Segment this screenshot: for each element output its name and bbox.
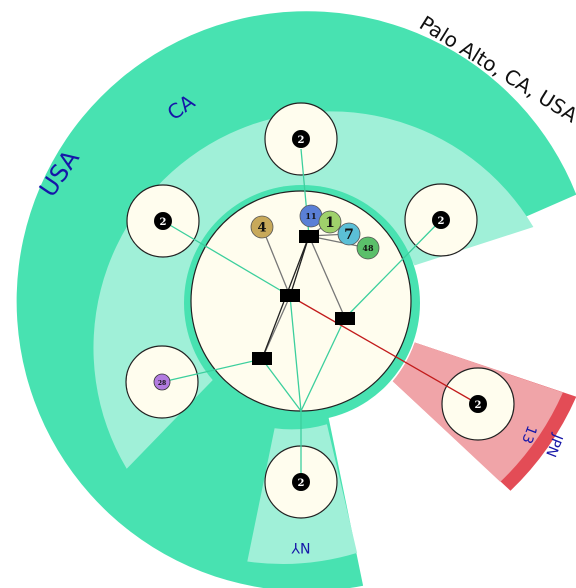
pod-count-label: 28 — [158, 380, 166, 387]
pod-count-label: 2 — [475, 400, 482, 411]
link — [344, 219, 442, 319]
region-label-ny: NY — [291, 539, 310, 555]
pod-count-bottom: 2 — [292, 473, 310, 491]
link — [289, 295, 302, 412]
badge-4[interactable]: 4 — [250, 215, 274, 239]
badge-label: 11 — [305, 211, 316, 221]
badge-label: 1 — [325, 215, 335, 231]
pod-count-label: 2 — [438, 216, 445, 227]
link — [261, 358, 302, 412]
pod-count-label: 2 — [298, 135, 305, 146]
link — [162, 220, 291, 297]
badge-label: 48 — [362, 243, 374, 253]
pod-count-jpn: 2 — [469, 395, 487, 413]
pod-count-label: 2 — [298, 478, 305, 489]
pod-count-upper-right: 2 — [432, 211, 450, 229]
link — [161, 358, 263, 383]
badge-11[interactable]: 11 — [299, 204, 323, 228]
pod-count-upper-left: 2 — [154, 212, 172, 230]
switch-node[interactable] — [280, 289, 300, 302]
switch-node[interactable] — [252, 352, 272, 365]
link — [261, 226, 291, 297]
badge-label: 7 — [344, 227, 354, 243]
region-label-jp-13: 13 — [518, 423, 539, 445]
link — [289, 295, 479, 405]
pod-count-lower-left: 28 — [153, 373, 171, 391]
link — [300, 317, 346, 412]
badge-7[interactable]: 7 — [337, 222, 361, 246]
badge-label: 4 — [257, 221, 266, 236]
link — [308, 235, 346, 319]
pod-count-top: 2 — [292, 130, 310, 148]
pod-count-label: 2 — [160, 217, 167, 228]
cluster-core[interactable] — [190, 190, 412, 412]
switch-node[interactable] — [335, 312, 355, 325]
switch-node[interactable] — [299, 230, 319, 243]
badge-48[interactable]: 48 — [356, 236, 380, 260]
badge-1[interactable]: 1 — [318, 210, 342, 234]
